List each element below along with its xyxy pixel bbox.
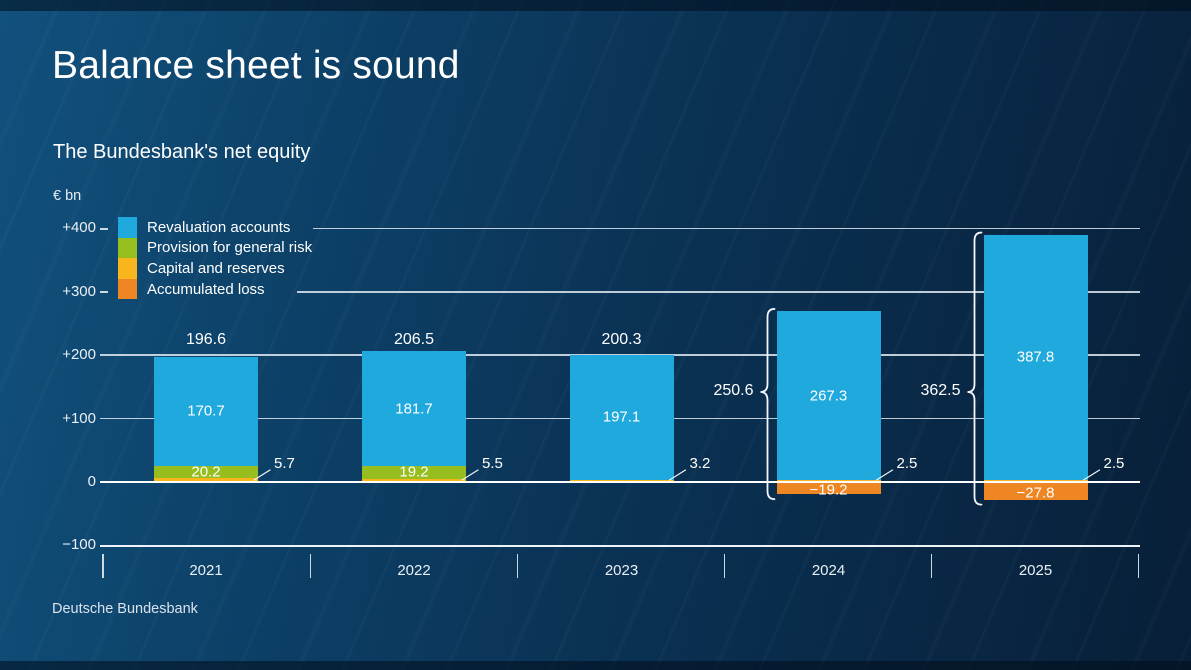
x-axis-label-2023: 2023	[604, 562, 639, 579]
bar-2021-total-value: 196.6	[185, 331, 227, 348]
bar-2025-accumulated-loss-value: −27.8	[1016, 484, 1055, 502]
gridline-0	[100, 480, 1140, 484]
x-axis-tick-5	[1137, 554, 1140, 578]
bar-2022-capital-value: 5.5	[482, 455, 503, 472]
y-axis-label-100: +100	[62, 409, 96, 427]
x-axis-tick-1	[309, 554, 312, 578]
x-axis-tick-3	[723, 554, 726, 578]
bar-2023-revaluation-segment	[569, 355, 674, 480]
source-label: Deutsche Bundesbank	[52, 601, 198, 617]
bar-2022-provision-value: 19.2	[399, 463, 429, 481]
page-title: Balance sheet is sound	[52, 44, 460, 87]
legend-label-accumulated-loss: Accumulated loss	[147, 280, 265, 298]
x-axis-label-2022: 2022	[397, 562, 431, 579]
y-axis-label-200: +200	[62, 346, 96, 364]
legend-label-capital-and-reserves: Capital and reserves	[147, 259, 285, 277]
chart-title: The Bundesbank's net equity	[53, 141, 311, 163]
bar-2021-capital-value: 5.7	[274, 455, 295, 472]
bar-2025-accumulated-loss-segment	[983, 482, 1088, 500]
bar-2022-capital-segment	[362, 478, 466, 482]
bar-2021-revaluation-segment	[154, 357, 258, 466]
y-axis-label--100: −100	[62, 536, 96, 554]
legend-item-provision-for-general-risk: Provision for general risk	[118, 237, 313, 259]
bar-2023-revaluation-value: 197.1	[602, 408, 641, 426]
bar-2022-revaluation-segment	[362, 351, 466, 467]
bar-2024-accumulated-loss-segment	[776, 482, 881, 495]
legend-swatch-provision-for-general-risk	[118, 237, 137, 259]
bar-2022-provision-segment	[362, 466, 466, 479]
net-equity-brace-2024	[760, 308, 776, 501]
legend-item-revaluation-accounts: Revaluation accounts	[118, 217, 312, 238]
legend-swatch-accumulated-loss	[118, 278, 137, 300]
gridline-400-seg0	[100, 227, 108, 230]
gridline-300-seg1	[297, 291, 1140, 293]
bar-2022-total-value: 206.5	[393, 331, 435, 348]
bar-2021-provision-segment	[154, 465, 258, 479]
gridline--100	[100, 544, 1140, 547]
x-axis-tick-4	[930, 554, 933, 578]
top-letterbox-band	[0, 0, 1191, 11]
bar-2024-accumulated-loss-value: −19.2	[809, 481, 848, 499]
bar-2023-total-value: 200.3	[601, 331, 642, 348]
axis-unit-label: € bn	[53, 188, 82, 204]
bar-2025-capital-value: 2.5	[1103, 455, 1125, 472]
legend-item-capital-and-reserves: Capital and reserves	[118, 258, 312, 279]
y-axis-label-300: +300	[62, 282, 96, 300]
x-axis-tick-0	[102, 554, 104, 578]
bottom-letterbox-band	[0, 661, 1191, 670]
x-axis-label-2024: 2024	[811, 562, 846, 579]
bar-2025-revaluation-segment	[983, 234, 1088, 481]
bar-2021-revaluation-value: 170.7	[187, 402, 225, 420]
net-equity-value-2024: 250.6	[713, 382, 754, 399]
bar-2022-revaluation-value: 181.7	[395, 400, 433, 418]
x-axis-label-2021: 2021	[189, 562, 223, 579]
legend-label-provision-for-general-risk: Provision for general risk	[147, 239, 313, 257]
legend-swatch-revaluation-accounts	[118, 217, 137, 238]
y-axis-label-0: 0	[87, 473, 96, 490]
bar-2021-capital-segment	[154, 478, 258, 482]
chart-legend: Revaluation accounts Provision for genera…	[118, 217, 313, 300]
gridline-300-seg0	[100, 291, 108, 293]
gridline-400-seg1	[313, 227, 1140, 230]
bar-2021-provision-value: 20.2	[191, 463, 221, 481]
x-axis-label-2025: 2025	[1018, 562, 1053, 579]
legend-item-accumulated-loss: Accumulated loss	[118, 278, 312, 300]
bar-2023-capital-value: 3.2	[689, 455, 711, 472]
legend-label-revaluation-accounts: Revaluation accounts	[147, 218, 291, 236]
bar-2024-capital-value: 2.5	[896, 455, 918, 472]
bar-2025-revaluation-value: 387.8	[1016, 348, 1055, 366]
net-equity-value-2025: 362.5	[920, 382, 961, 399]
y-axis-label-400: +400	[62, 219, 96, 237]
legend-swatch-capital-and-reserves	[118, 258, 137, 279]
bar-2024-revaluation-segment	[776, 310, 881, 481]
net-equity-brace-2025	[967, 231, 983, 506]
x-axis-tick-2	[516, 554, 519, 578]
bar-2024-revaluation-value: 267.3	[809, 387, 848, 405]
